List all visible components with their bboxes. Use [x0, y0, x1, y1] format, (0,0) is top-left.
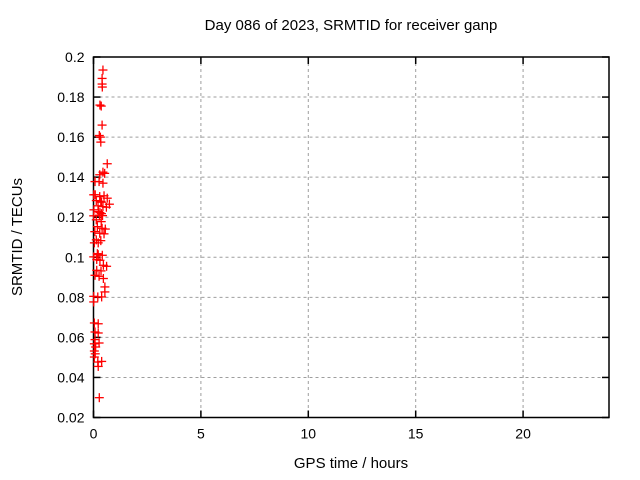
x-axis-label: GPS time / hours	[294, 455, 408, 472]
y-tick-label: 0.06	[57, 329, 84, 345]
data-point	[95, 255, 105, 265]
data-point	[102, 193, 112, 203]
plot-border	[92, 56, 610, 419]
y-tick-label: 0.08	[57, 289, 84, 305]
x-tick-label: 5	[197, 426, 205, 442]
data-point	[97, 250, 107, 260]
data-point	[98, 65, 108, 75]
data-point	[97, 82, 107, 92]
data-point	[93, 319, 103, 329]
data-point	[96, 209, 106, 219]
chart-title: Day 086 of 2023, SRMTID for receiver gan…	[205, 17, 498, 34]
tick-labels: 0 5 10 15 20 0.02 0.04 0.06 0.08 0.1 0.12 0.14 0.16 0…	[57, 49, 531, 442]
data-point	[96, 101, 106, 111]
y-tick-label: 0.2	[65, 49, 85, 65]
data-point	[96, 217, 106, 227]
x-tick-label: 20	[515, 426, 531, 442]
data-point	[99, 229, 109, 239]
grid-lines	[93, 57, 609, 418]
data-point	[89, 297, 99, 307]
data-point	[94, 271, 104, 281]
data-point	[96, 137, 106, 147]
data-point	[100, 287, 110, 297]
data-point	[94, 131, 104, 141]
x-tick-label: 10	[301, 426, 317, 442]
data-point	[102, 159, 112, 169]
data-point	[89, 318, 99, 328]
data-point	[96, 266, 106, 276]
y-tick-label: 0.18	[57, 89, 84, 105]
x-tick-label: 15	[408, 426, 424, 442]
data-point	[95, 100, 105, 110]
data-point	[97, 356, 107, 366]
data-point	[98, 211, 108, 221]
y-axis-label: SRMTID / TECUs	[9, 178, 26, 296]
data-point	[97, 292, 107, 302]
x-tick-label: 0	[90, 426, 98, 442]
plot-border-rect	[92, 56, 610, 419]
y-tick-label: 0.14	[57, 169, 84, 185]
axis-ticks	[92, 56, 609, 419]
data-points	[89, 65, 114, 403]
data-point	[100, 168, 110, 178]
data-point	[98, 178, 108, 188]
y-tick-label: 0.1	[65, 249, 85, 265]
y-tick-label: 0.12	[57, 209, 84, 225]
data-point	[93, 328, 103, 338]
data-point	[90, 227, 100, 237]
data-point	[89, 352, 99, 362]
data-point	[92, 222, 102, 232]
data-point	[100, 224, 110, 234]
data-point	[93, 361, 103, 371]
data-point	[93, 238, 103, 248]
data-point	[94, 177, 104, 187]
data-point	[98, 274, 108, 284]
y-tick-label: 0.16	[57, 129, 84, 145]
y-tick-label: 0.04	[57, 369, 84, 385]
data-point	[94, 393, 104, 403]
data-point	[104, 199, 114, 209]
y-tick-label: 0.02	[57, 410, 84, 426]
data-point	[102, 261, 112, 271]
data-point	[91, 215, 101, 225]
data-point	[90, 190, 100, 200]
data-point	[97, 120, 107, 130]
data-point	[90, 270, 100, 280]
